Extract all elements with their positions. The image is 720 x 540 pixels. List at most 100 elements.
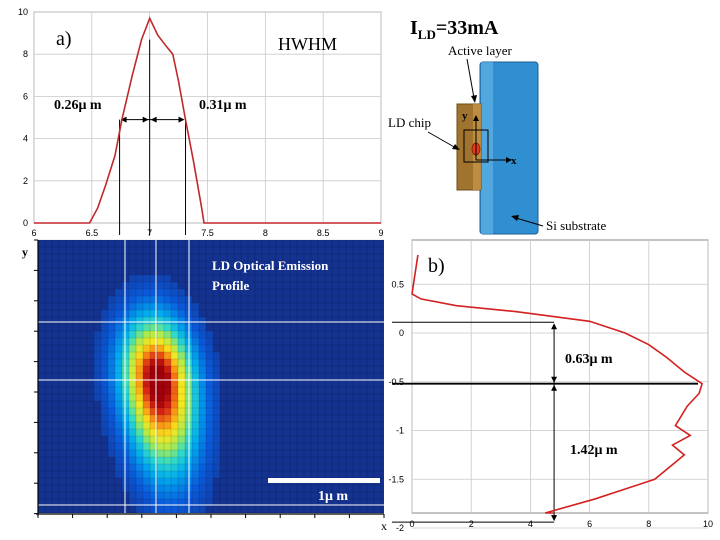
plot-b-arrowhead-icon: [551, 376, 558, 383]
heatmap-cell: [150, 275, 157, 282]
heatmap-cell: [164, 464, 171, 471]
heatmap-cell: [206, 359, 213, 366]
plot-b-y-tick-label: -1.5: [388, 474, 404, 484]
plot-b-x-tick-label: 6: [587, 519, 592, 529]
heatmap-cell: [101, 310, 108, 317]
heatmap-cell: [150, 457, 157, 464]
heatmap-cell: [199, 338, 206, 345]
heatmap-cell: [108, 331, 115, 338]
heatmap-cell: [192, 345, 199, 352]
heatmap-cell: [115, 317, 122, 324]
plot-b-width-markers: [392, 321, 698, 523]
heatmap-cell: [164, 303, 171, 310]
current-label: ILD=33mA: [410, 17, 499, 42]
heatmap-cell: [206, 499, 213, 506]
heatmap-cell: [150, 289, 157, 296]
heatmap-cell: [150, 415, 157, 422]
heatmap-cell: [206, 450, 213, 457]
heatmap-cell: [129, 415, 136, 422]
heatmap-cell: [136, 303, 143, 310]
heatmap-cell: [115, 415, 122, 422]
heatmap-cell: [171, 394, 178, 401]
heatmap-cell: [143, 352, 150, 359]
heatmap-cell: [164, 478, 171, 485]
heatmap-cell: [115, 443, 122, 450]
heatmap-cell: [199, 324, 206, 331]
heatmap-cell: [178, 436, 185, 443]
heatmap-cell: [94, 359, 101, 366]
heatmap-cell: [206, 492, 213, 499]
heatmap-cell: [192, 471, 199, 478]
heatmap-cell: [129, 401, 136, 408]
heatmap-cell: [157, 485, 164, 492]
heatmap-cell: [178, 443, 185, 450]
heatmap-cell: [192, 401, 199, 408]
heatmap-cell: [178, 401, 185, 408]
heatmap-cell: [136, 310, 143, 317]
heatmap-cell: [136, 289, 143, 296]
heatmap-cell: [213, 380, 220, 387]
heatmap-cell: [94, 387, 101, 394]
heatmap-cell: [164, 338, 171, 345]
heatmap-cell: [108, 429, 115, 436]
plot-a-x-tick-label: 6.5: [86, 228, 99, 238]
heatmap-cell: [136, 415, 143, 422]
heatmap-cell: [157, 359, 164, 366]
heatmap-cell: [171, 324, 178, 331]
heatmap-cell: [157, 492, 164, 499]
heatmap-cell: [213, 394, 220, 401]
heatmap-cell: [199, 422, 206, 429]
plot-a-series-line: [34, 16, 381, 224]
heatmap-cell: [199, 401, 206, 408]
heatmap-cell: [199, 331, 206, 338]
lower-width-label: 1.42μ m: [570, 443, 618, 458]
heatmap-cell: [164, 324, 171, 331]
diagram-x-label: x: [511, 155, 517, 167]
heatmap-cell: [164, 429, 171, 436]
heatmap-cell: [150, 296, 157, 303]
heatmap-cell: [108, 450, 115, 457]
scale-bar: [268, 478, 380, 483]
plot-b-arrowhead-icon: [551, 323, 558, 330]
heatmap-cell: [164, 457, 171, 464]
heatmap-cell: [171, 415, 178, 422]
heatmap-cell: [136, 506, 143, 513]
heatmap-cell: [143, 422, 150, 429]
plot-b-y-tick-label: -1: [396, 426, 404, 436]
heatmap-cell: [136, 443, 143, 450]
heatmap-cell: [171, 436, 178, 443]
heatmap-cell: [108, 380, 115, 387]
heatmap-cell: [164, 352, 171, 359]
heatmap-cell: [164, 506, 171, 513]
heatmap-cell: [192, 443, 199, 450]
heatmap-cell: [129, 471, 136, 478]
heatmap-cell: [108, 317, 115, 324]
heatmap-cell: [150, 422, 157, 429]
heatmap-cell: [101, 422, 108, 429]
heatmap-cell: [178, 408, 185, 415]
active-layer-pointer: [466, 58, 475, 99]
heatmap-cell: [115, 324, 122, 331]
heatmap-cell: [157, 443, 164, 450]
heatmap-cell: [129, 387, 136, 394]
plot-a-x-tick-label: 6: [31, 228, 36, 238]
left-width-label: 0.26μ m: [54, 98, 102, 113]
heatmap-cell: [143, 296, 150, 303]
heatmap-cell: [199, 359, 206, 366]
heatmap-cell: [143, 338, 150, 345]
heatmap-cell: [108, 324, 115, 331]
heatmap-cell: [192, 492, 199, 499]
heatmap-cell: [150, 317, 157, 324]
plot-a-arrowhead-icon: [150, 116, 157, 123]
heatmap-cell: [192, 331, 199, 338]
plot-a-y-tick-label: 10: [18, 7, 28, 17]
heatmap-cell: [199, 415, 206, 422]
active-layer-label: Active layer: [448, 43, 513, 58]
heatmap-cell: [150, 408, 157, 415]
heatmap-cell: [164, 471, 171, 478]
plot-b-arrowhead-icon: [551, 384, 558, 391]
heatmap-cell: [157, 478, 164, 485]
heatmap-cell: [171, 296, 178, 303]
heatmap-cell: [136, 359, 143, 366]
heatmap-cell: [136, 387, 143, 394]
